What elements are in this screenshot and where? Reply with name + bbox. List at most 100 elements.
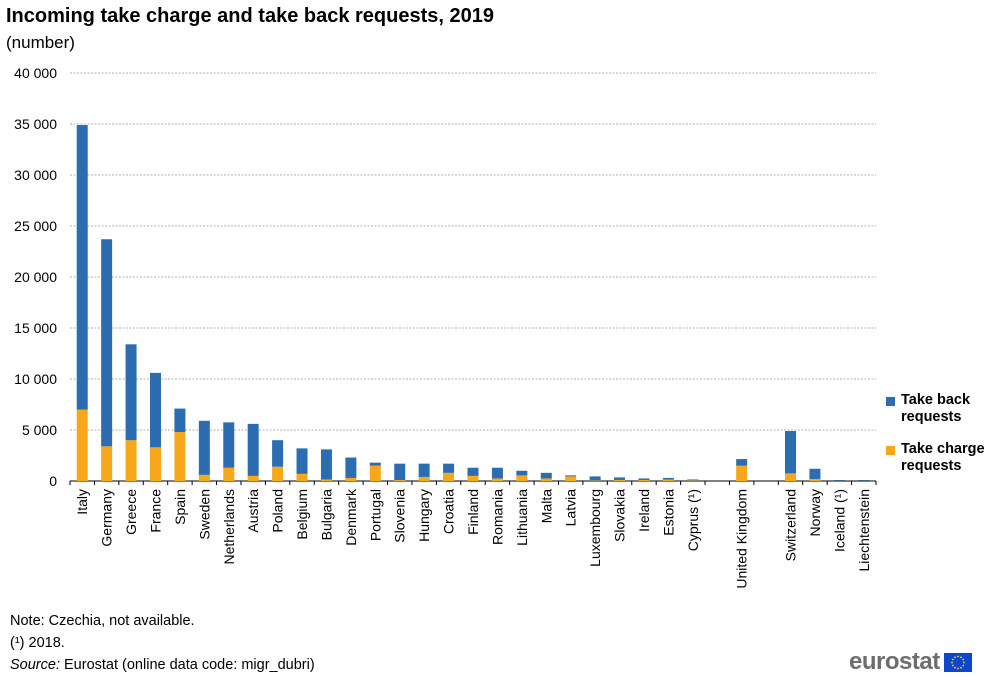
legend-label-take-back: Take back requests — [901, 392, 971, 425]
x-tick-label: Estonia — [660, 489, 676, 536]
y-tick-label: 15 000 — [14, 320, 57, 336]
bar-take-charge — [272, 466, 284, 481]
x-tick-label: Norway — [807, 489, 823, 536]
y-tick-label: 30 000 — [14, 167, 57, 183]
bar-take-back — [638, 478, 650, 480]
x-tick-label: Spain — [172, 489, 188, 525]
x-tick-label: Iceland (¹) — [831, 489, 847, 552]
bar-take-back — [272, 440, 284, 467]
bar-take-back — [198, 420, 210, 475]
y-axis: 0 5 000 10 000 15 000 20 000 25 000 30 000 35 0… — [14, 65, 57, 489]
flag-star — [950, 661, 953, 663]
bar-take-back — [76, 125, 88, 410]
bar-take-back — [565, 475, 577, 477]
bar-take-charge — [174, 432, 186, 481]
source-text: Eurostat (online data code: migr_dubri) — [59, 657, 315, 673]
bar-take-charge — [491, 478, 503, 481]
bar-take-back — [858, 479, 870, 481]
flag-star — [951, 664, 954, 666]
bar-take-charge — [296, 473, 308, 481]
bar-take-back — [736, 459, 748, 466]
bar-take-charge — [467, 475, 479, 481]
bar-take-charge — [687, 480, 699, 481]
x-tick-label: Croatia — [441, 489, 457, 534]
bar-take-back — [174, 408, 186, 433]
bar-take-charge — [320, 479, 332, 481]
bar-take-back — [614, 477, 626, 480]
x-tick-label: Finland — [465, 489, 481, 535]
bar-take-back — [785, 431, 797, 474]
x-tick-label: Slovenia — [392, 489, 408, 543]
bar-take-back — [320, 449, 332, 480]
x-tick-label: Cyprus (¹) — [685, 489, 701, 551]
x-tick-label: Denmark — [343, 488, 359, 546]
flag-star — [961, 664, 964, 666]
flag-star — [956, 667, 959, 669]
x-tick-label: Malta — [538, 489, 554, 523]
bar-take-back — [491, 467, 503, 479]
flag-star — [953, 655, 956, 658]
flag-star — [959, 655, 962, 658]
bar-take-back — [394, 463, 406, 480]
eurostat-logo: eurostat — [849, 648, 972, 676]
legend-label-take-charge: Take charge requests — [901, 441, 985, 474]
bar-take-charge — [125, 440, 137, 481]
bar-take-charge — [662, 479, 674, 481]
bar-take-charge — [394, 479, 406, 481]
bar-take-back — [369, 462, 381, 466]
bar-take-back — [247, 423, 259, 476]
x-tick-label: Ireland — [636, 489, 652, 532]
x-tick-label: Belgium — [294, 489, 310, 540]
x-tick-label: Netherlands — [221, 489, 237, 565]
bar-take-charge — [76, 409, 88, 481]
x-tick-label: Portugal — [367, 489, 383, 541]
x-tick-label: France — [147, 489, 163, 533]
source-label: Source: — [10, 657, 60, 673]
x-tick-label: Switzerland — [783, 489, 799, 561]
x-tick-label: Slovakia — [612, 489, 628, 542]
x-tick-label: Italy — [74, 489, 90, 515]
flag-star — [951, 658, 954, 660]
flag-star — [953, 666, 956, 669]
bar-take-charge — [809, 478, 821, 481]
bar-take-back — [296, 448, 308, 474]
bar-take-charge — [345, 477, 357, 481]
bar-take-back — [125, 344, 137, 441]
bar-take-charge — [443, 472, 455, 481]
bar-take-charge — [149, 447, 161, 481]
x-tick-label: Sweden — [196, 489, 212, 540]
logo-text: eurostat — [849, 648, 940, 675]
legend: Take back requests Take charge requests — [886, 392, 996, 475]
x-tick-label: Austria — [245, 489, 261, 533]
x-tick-label: Latvia — [563, 489, 579, 527]
x-tick-label: Romania — [489, 489, 505, 545]
footnote-text: (¹) 2018. — [10, 635, 65, 651]
bar-take-back — [101, 239, 113, 447]
bar-take-charge — [247, 475, 259, 481]
legend-swatch-take-back — [886, 397, 895, 406]
y-tick-label: 5 000 — [22, 422, 57, 438]
bar-take-back — [149, 372, 161, 448]
x-tick-label: Liechtenstein — [856, 489, 872, 572]
bar-take-back — [418, 463, 430, 477]
bars — [76, 125, 870, 481]
legend-swatch-take-charge — [886, 446, 895, 455]
bar-take-back — [589, 476, 601, 481]
bar-take-back — [540, 472, 552, 479]
y-tick-label: 25 000 — [14, 218, 57, 234]
bar-take-back — [809, 468, 821, 479]
flag-star — [962, 661, 965, 663]
bar-take-charge — [101, 446, 113, 481]
grid-lines — [70, 72, 876, 482]
bar-take-back — [687, 479, 699, 481]
x-tick-label: Bulgaria — [318, 489, 334, 541]
bar-take-back — [467, 467, 479, 476]
chart-title: Incoming take charge and take back reque… — [6, 5, 494, 27]
y-tick-label: 10 000 — [14, 371, 57, 387]
x-tick-label: United Kingdom — [734, 489, 750, 589]
bar-take-back — [223, 422, 235, 468]
source-line: Source: Eurostat (online data code: migr… — [10, 654, 315, 676]
chart-subtitle: (number) — [6, 33, 75, 52]
bar-take-charge — [614, 479, 626, 481]
